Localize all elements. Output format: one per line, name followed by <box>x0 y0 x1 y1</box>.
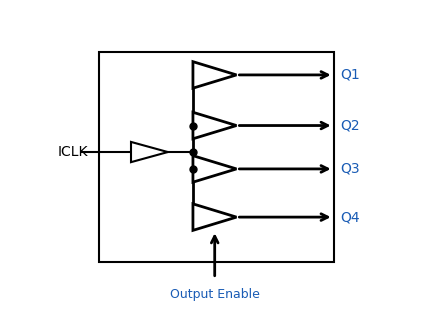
Text: Q4: Q4 <box>340 210 360 224</box>
Text: Q1: Q1 <box>340 68 360 82</box>
Polygon shape <box>193 112 236 139</box>
Polygon shape <box>131 142 168 162</box>
Text: Q2: Q2 <box>340 119 360 132</box>
Text: Output Enable: Output Enable <box>170 288 260 301</box>
Polygon shape <box>193 156 236 182</box>
Text: Q3: Q3 <box>340 162 360 176</box>
Bar <box>99 52 334 262</box>
Polygon shape <box>193 62 236 88</box>
Text: ICLK: ICLK <box>57 145 88 159</box>
Polygon shape <box>193 204 236 230</box>
